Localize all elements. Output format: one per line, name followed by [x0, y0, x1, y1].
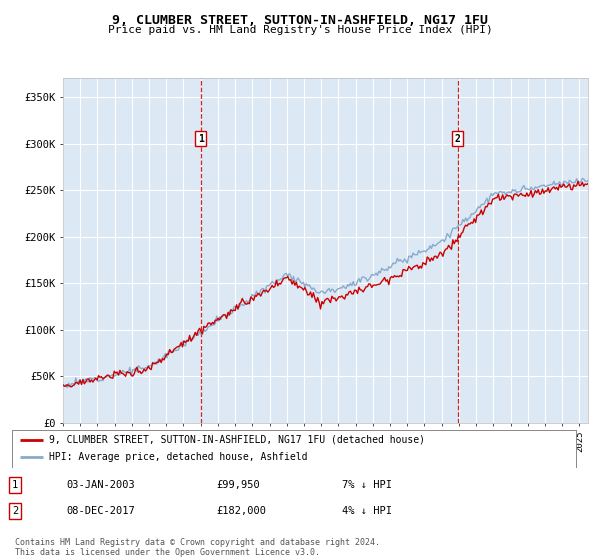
Text: 7% ↓ HPI: 7% ↓ HPI	[342, 480, 392, 490]
Text: 03-JAN-2003: 03-JAN-2003	[66, 480, 135, 490]
Text: 4% ↓ HPI: 4% ↓ HPI	[342, 506, 392, 516]
Text: £99,950: £99,950	[216, 480, 260, 490]
Text: 08-DEC-2017: 08-DEC-2017	[66, 506, 135, 516]
Text: 2: 2	[455, 134, 460, 144]
Text: 9, CLUMBER STREET, SUTTON-IN-ASHFIELD, NG17 1FU (detached house): 9, CLUMBER STREET, SUTTON-IN-ASHFIELD, N…	[49, 435, 425, 445]
Text: Price paid vs. HM Land Registry's House Price Index (HPI): Price paid vs. HM Land Registry's House …	[107, 25, 493, 35]
Text: 9, CLUMBER STREET, SUTTON-IN-ASHFIELD, NG17 1FU: 9, CLUMBER STREET, SUTTON-IN-ASHFIELD, N…	[112, 14, 488, 27]
Text: Contains HM Land Registry data © Crown copyright and database right 2024.
This d: Contains HM Land Registry data © Crown c…	[15, 538, 380, 557]
Text: £182,000: £182,000	[216, 506, 266, 516]
Text: 2: 2	[12, 506, 18, 516]
Text: 1: 1	[198, 134, 203, 144]
Text: 1: 1	[12, 480, 18, 490]
Text: HPI: Average price, detached house, Ashfield: HPI: Average price, detached house, Ashf…	[49, 452, 307, 463]
